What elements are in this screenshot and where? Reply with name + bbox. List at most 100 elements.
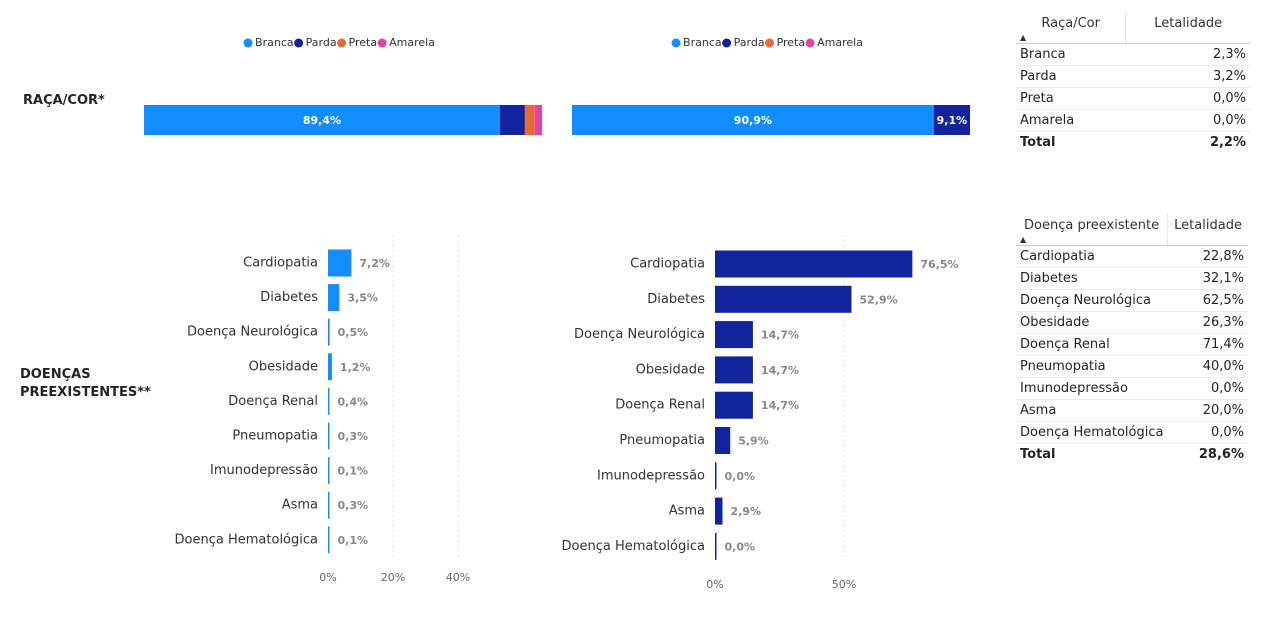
bar-segment: [572, 105, 934, 135]
data-label: 0,5%: [338, 326, 369, 339]
table-cell: 28,6%: [1167, 443, 1248, 465]
legend-label: Parda: [734, 36, 765, 49]
bar: [715, 285, 852, 313]
table-cell: 40,0%: [1167, 355, 1248, 378]
bar: [715, 321, 753, 349]
data-label: 90,9%: [734, 114, 772, 127]
table-row: Amarela 0,0%: [1016, 109, 1250, 132]
table-row: Diabetes 32,1%: [1016, 267, 1248, 290]
bar: [328, 353, 332, 381]
column-header[interactable]: Letalidade: [1167, 214, 1248, 246]
table-cell: Preta: [1016, 87, 1126, 110]
bar: [328, 249, 352, 277]
data-label: 0,0%: [725, 470, 756, 483]
x-tick-label: 0%: [319, 571, 336, 584]
table-cell: 71,4%: [1167, 333, 1248, 356]
x-tick-label: 40%: [446, 571, 470, 584]
category-label: Asma: [282, 498, 318, 513]
legend-marker: [377, 38, 387, 48]
data-label: 52,9%: [859, 293, 897, 306]
table-cell: Amarela: [1016, 109, 1126, 132]
category-label: Obesidade: [636, 362, 705, 377]
bar: [715, 532, 717, 560]
data-label: 1,2%: [340, 361, 371, 374]
column-header[interactable]: Doença preexistente: [1016, 214, 1169, 246]
data-label: 0,4%: [338, 395, 369, 408]
table-cell: Imunodepressão: [1016, 377, 1168, 400]
category-label: Diabetes: [647, 292, 705, 307]
table-row: Doença Neurológica 62,5%: [1016, 289, 1248, 312]
table-row: Pneumopatia 40,0%: [1016, 355, 1248, 378]
category-label: Doença Renal: [228, 394, 318, 409]
table-row: Asma 20,0%: [1016, 399, 1248, 422]
category-label: Doença Hematológica: [175, 532, 318, 547]
data-label: 14,7%: [761, 399, 799, 412]
category-label: Doença Neurológica: [574, 327, 705, 342]
header-row: Doença preexistenteLetalidade: [1016, 214, 1248, 246]
legend-label: Branca: [683, 36, 722, 49]
category-label: Doença Renal: [615, 398, 705, 413]
table-cell: Diabetes: [1016, 267, 1168, 290]
bar-segment: [499, 105, 525, 135]
category-label: Obesidade: [249, 359, 318, 374]
bar: [328, 526, 330, 554]
data-label: 0,1%: [338, 465, 369, 478]
table-cell: Total: [1016, 131, 1126, 153]
legend-marker: [722, 38, 732, 48]
header-row: Raça/CorLetalidade: [1016, 12, 1250, 44]
table-row: Doença Hematológica 0,0%: [1016, 421, 1248, 444]
data-label: 5,9%: [738, 435, 769, 448]
section-label: DOENÇAS PREEXISTENTES**: [20, 367, 151, 400]
section-label: RAÇA/COR*: [23, 93, 105, 108]
category-label: Imunodepressão: [210, 463, 318, 478]
data-label: 14,7%: [761, 364, 799, 377]
column-header[interactable]: Raça/Cor: [1016, 12, 1127, 44]
table-cell: 2,2%: [1125, 131, 1250, 153]
bar: [715, 391, 753, 419]
table-cell: Doença Hematológica: [1016, 421, 1168, 444]
data-label: 76,5%: [920, 258, 958, 271]
table-cell: 0,0%: [1167, 377, 1248, 400]
table-cell: 62,5%: [1167, 289, 1248, 312]
x-tick-label: 0%: [706, 578, 723, 591]
category-label: Diabetes: [260, 290, 318, 305]
bar: [715, 356, 753, 384]
legend-marker: [294, 38, 304, 48]
table-cell: 3,2%: [1125, 65, 1250, 88]
data-label: 7,2%: [359, 257, 390, 270]
bar: [328, 318, 330, 346]
table-cell: Parda: [1016, 65, 1126, 88]
bar-segment: [524, 105, 535, 135]
table-cell: 20,0%: [1167, 399, 1248, 422]
table-cell: 0,0%: [1167, 421, 1248, 444]
bar: [328, 457, 330, 485]
category-label: Doença Neurológica: [187, 325, 318, 340]
data-label: 0,0%: [725, 540, 756, 553]
x-tick-label: 20%: [381, 571, 405, 584]
table-row: Branca 2,3%: [1016, 43, 1250, 66]
category-label: Doença Hematológica: [562, 539, 705, 554]
legend-label: Preta: [777, 36, 806, 49]
legend-marker: [765, 38, 775, 48]
bar: [715, 427, 731, 454]
table-cell: 32,1%: [1167, 267, 1248, 290]
table-cell: 22,8%: [1167, 245, 1248, 268]
data-label: 0,3%: [338, 430, 369, 443]
bar: [328, 284, 340, 312]
total-row: Total 2,2%: [1016, 131, 1250, 153]
bar: [715, 250, 913, 278]
data-label: 9,1%: [937, 114, 968, 127]
table: Doença preexistenteLetalidadeCardiopatia…: [1016, 214, 1248, 465]
category-label: Imunodepressão: [597, 468, 705, 483]
table-cell: Obesidade: [1016, 311, 1168, 334]
data-label: 89,4%: [303, 114, 341, 127]
column-header[interactable]: Letalidade: [1125, 12, 1250, 44]
table-row: Parda 3,2%: [1016, 65, 1250, 88]
legend-marker: [671, 38, 681, 48]
table-row: Imunodepressão 0,0%: [1016, 377, 1248, 400]
bar: [328, 491, 330, 519]
category-label: Pneumopatia: [619, 433, 705, 448]
bar-segment: [534, 105, 542, 135]
bar-segment: [933, 105, 970, 135]
